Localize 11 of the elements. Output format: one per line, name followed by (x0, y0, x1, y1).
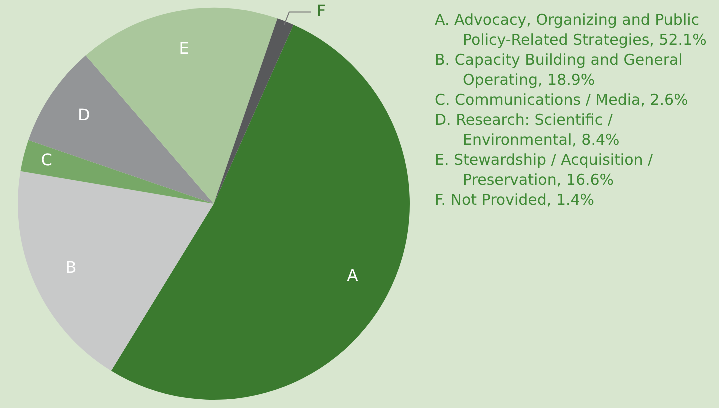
text: D. Research: Scientific / Environmental, 8.4% (435, 110, 621, 150)
text: B. Capacity Building and General Operating, 18.9% (435, 50, 684, 90)
slice-label: C (41, 150, 52, 170)
slice-label: E (179, 39, 190, 58)
text: E. Stewardship / Acquisition / Preservation, 16.6% (435, 150, 654, 190)
text: C. Communications / Media, 2.6% (435, 90, 690, 110)
text: F. Not Provided, 1.4% (435, 190, 596, 210)
slice-label: D (78, 105, 90, 124)
text: A. Advocacy, Organizing and Public Policy-Related Strategies, 52.1% (435, 10, 708, 50)
slice-label: A (347, 266, 358, 286)
slice-label: F (316, 1, 326, 20)
